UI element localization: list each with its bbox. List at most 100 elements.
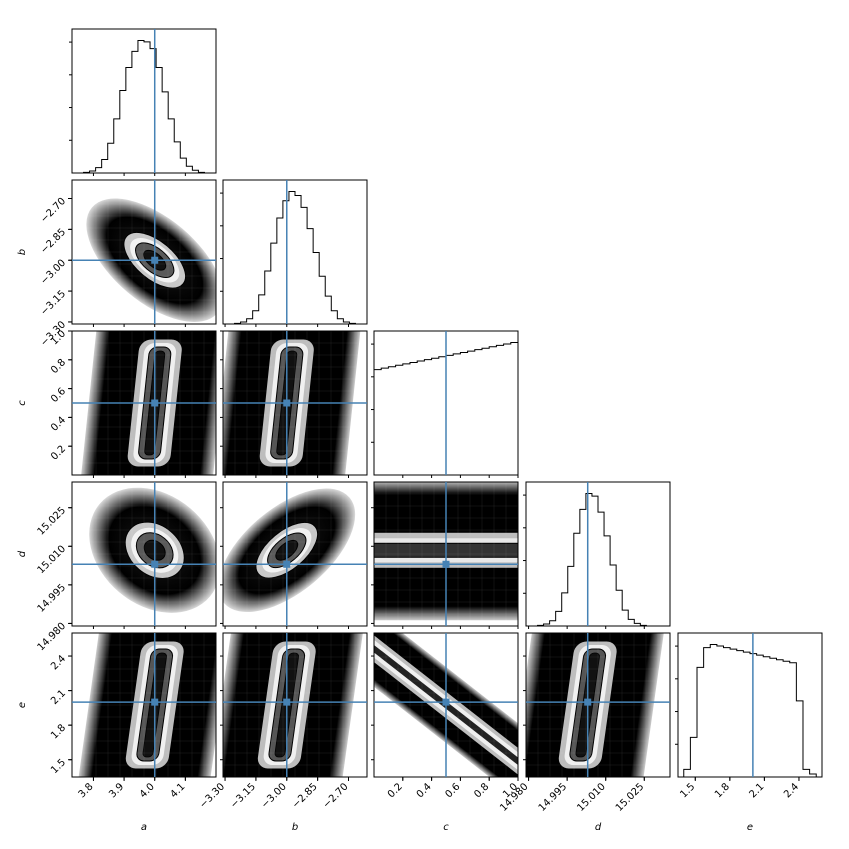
y-tick-label: −3.00 (39, 258, 68, 287)
joint-a-e (71, 632, 217, 778)
hist-x-ticks-c (402, 475, 519, 478)
panel-frame (525, 632, 671, 778)
x-axis-label-e: e (747, 822, 753, 833)
histogram-c (371, 330, 519, 476)
x-tick-label: 4.1 (168, 781, 187, 800)
panel-frame (222, 481, 368, 627)
truth-marker (442, 560, 450, 568)
inner-ticks-be (220, 655, 349, 780)
panel-frame (71, 28, 217, 174)
x-tick-label: 1.5 (678, 781, 697, 800)
histogram-step-line (683, 644, 817, 777)
x-axis-label-d: d (595, 822, 602, 833)
x-tick-label: 1.8 (713, 781, 732, 800)
hist-x-ticks-e (694, 777, 800, 780)
x-tick-label: −3.00 (259, 781, 288, 810)
y-tick-label: 15.025 (36, 505, 69, 538)
y-tick-label: 0.2 (49, 444, 68, 463)
x-tick-label: 0.2 (386, 781, 405, 800)
y-axis-d: 14.980 14.995 15.010 15.025 d (17, 505, 72, 653)
joint-b-c (222, 330, 368, 476)
y-tick-label: 14.995 (36, 582, 69, 615)
joint-d-e (525, 632, 671, 778)
x-tick-label: 14.995 (537, 781, 570, 814)
truth-marker (283, 698, 291, 706)
joint-b-d (222, 481, 368, 627)
x-tick-label: −3.15 (229, 781, 258, 810)
x-tick-label: 0.8 (472, 781, 491, 800)
inner-ticks-ae (69, 655, 186, 780)
histogram-step-line (537, 493, 659, 627)
y-axis-label-b: b (17, 249, 28, 255)
x-axis-label-a: a (141, 822, 147, 833)
y-tick-label: −2.85 (39, 227, 68, 256)
panel-frame (677, 632, 823, 778)
panel-frame (71, 632, 217, 778)
truth-marker (283, 560, 291, 568)
truth-marker (151, 399, 159, 407)
y-tick-label: 1.5 (49, 757, 68, 776)
histogram-a (69, 28, 217, 174)
truth-marker (151, 698, 159, 706)
inner-ticks-ab (69, 198, 186, 327)
truth-marker (584, 698, 592, 706)
panel-frame (525, 481, 671, 627)
x-tick-label: 0.6 (443, 781, 462, 800)
hist-x-ticks-d (528, 626, 645, 629)
x-tick-label: −3.30 (198, 781, 227, 810)
truth-marker (151, 560, 159, 568)
inner-ticks-bd (220, 507, 349, 629)
y-tick-label: 2.1 (49, 688, 68, 707)
y-tick-label: 0.4 (49, 415, 68, 434)
joint-a-b (71, 179, 217, 325)
x-tick-label: 2.1 (747, 781, 766, 800)
x-axis-e: 1.5 1.8 2.1 2.4 e (678, 777, 801, 833)
panel-frame (71, 481, 217, 627)
x-tick-label: −2.70 (321, 781, 350, 810)
joint-a-c (71, 330, 217, 476)
x-tick-label: 3.8 (77, 781, 96, 800)
panel-frame (71, 179, 217, 325)
x-axis-label-b: b (292, 822, 298, 833)
truth-marker (283, 399, 291, 407)
histogram-step-line (234, 191, 356, 324)
x-axis-label-c: c (443, 822, 449, 833)
hist-x-ticks-a (92, 173, 186, 176)
y-axis-label-c: c (17, 400, 28, 406)
x-axis-b: −3.30 −3.15 −3.00 −2.85 −2.70 b (198, 777, 351, 833)
inner-ticks-cd (371, 507, 519, 629)
y-tick-label: 2.4 (49, 653, 68, 672)
inner-ticks-ac (69, 330, 186, 478)
y-tick-label: 15.010 (36, 544, 69, 577)
x-tick-label: 3.9 (107, 781, 126, 800)
y-tick-label: −3.15 (39, 288, 68, 317)
x-tick-label: 2.4 (782, 781, 801, 800)
truth-marker (442, 698, 450, 706)
inner-ticks-de (523, 655, 645, 780)
x-tick-label: 15.025 (614, 781, 647, 814)
y-tick-label: 0.8 (49, 357, 68, 376)
histogram-e (675, 632, 823, 778)
y-tick-label: 1.8 (49, 723, 68, 742)
x-tick-label: 4.0 (138, 781, 157, 800)
panel-frame (222, 632, 368, 778)
y-axis-b: −3.30−3.15−3.00−2.85−2.70b (17, 196, 72, 349)
joint-b-e (222, 632, 368, 778)
truth-marker (151, 256, 159, 264)
joint-a-d (71, 481, 217, 627)
x-axis-a: 3.8 3.9 4.0 4.1 a (77, 777, 187, 833)
joint-c-e (373, 632, 519, 778)
inner-ticks-bc (220, 330, 349, 478)
x-tick-label: 0.4 (415, 781, 434, 800)
x-tick-label: 15.010 (575, 781, 608, 814)
joint-c-d (373, 481, 519, 627)
y-tick-label: −2.70 (39, 196, 68, 225)
inner-ticks-ce (371, 655, 519, 780)
y-axis-label-d: d (17, 550, 28, 557)
histogram-step-line (83, 40, 205, 173)
y-axis-label-e: e (17, 702, 28, 708)
hist-x-ticks-b (224, 324, 349, 327)
histogram-b (220, 179, 368, 325)
